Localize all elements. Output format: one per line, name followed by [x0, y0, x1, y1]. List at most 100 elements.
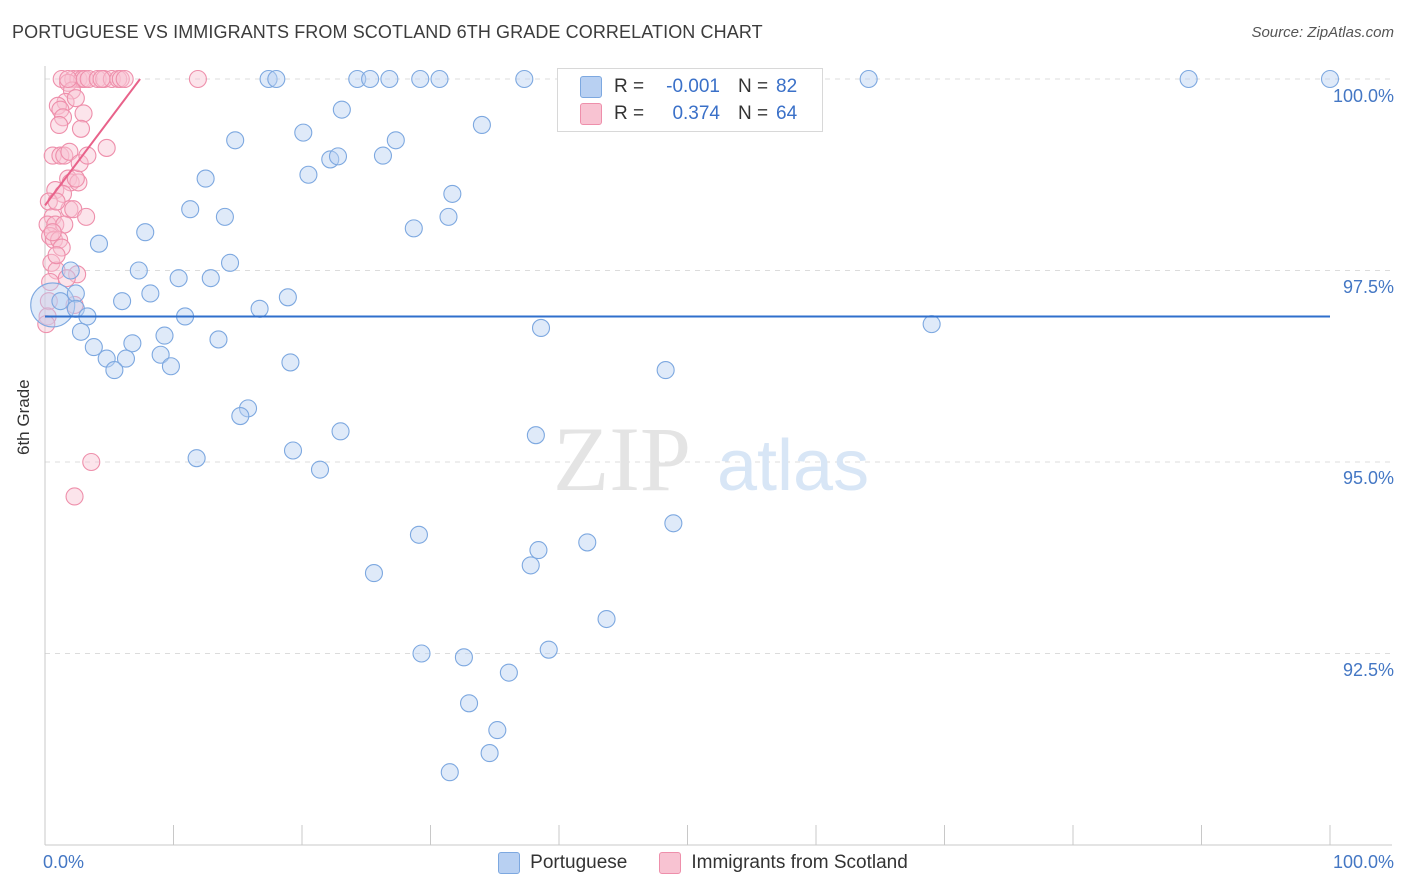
scotland-point [71, 119, 91, 138]
scotland-point [65, 487, 84, 506]
n-value: 82 [776, 76, 798, 97]
portuguese-point [155, 326, 174, 345]
portuguese-point [89, 234, 109, 253]
portuguese-point [411, 69, 430, 89]
portuguese-swatch [498, 852, 521, 874]
portuguese-point [328, 147, 348, 166]
portuguese-point [488, 721, 507, 740]
scotland-point [78, 146, 97, 165]
scotland-point [43, 223, 62, 242]
scotland-point [41, 272, 60, 292]
portuguese-point [361, 69, 380, 89]
portuguese-point [529, 541, 548, 560]
portuguese-point [404, 219, 423, 238]
portuguese-point [439, 207, 458, 226]
scotland-point [77, 207, 96, 226]
legend-item-scotland[interactable]: Immigrants from Scotland [659, 852, 908, 874]
axes [44, 66, 1392, 846]
scotland-points [37, 69, 207, 506]
portuguese-point [459, 694, 479, 713]
scotland-swatch [659, 852, 682, 874]
n-label: N = [738, 76, 769, 97]
x-tick-label-min: 0.0% [43, 852, 85, 872]
scotland-point [92, 69, 111, 89]
portuguese-point [454, 648, 473, 667]
scotland-point [51, 146, 70, 165]
scotland-point [50, 115, 69, 135]
portuguese-point [515, 69, 534, 89]
portuguese-point [281, 353, 300, 372]
legend-row-portuguese: R = -0.001 N = 82 [580, 75, 797, 99]
portuguese-point [151, 345, 170, 364]
portuguese-point [226, 131, 245, 150]
portuguese-point [1320, 69, 1340, 89]
r-label: R = [614, 103, 645, 124]
scotland-point [88, 69, 107, 89]
portuguese-point [61, 261, 80, 280]
y-tick-label: 95.0% [1342, 468, 1394, 488]
correlation-legend: R = -0.001 N = 82 R = 0.374 N = 64 [557, 68, 823, 132]
portuguese-point [597, 609, 616, 629]
y-tick-label: 97.5% [1342, 277, 1394, 297]
scotland-point [47, 192, 66, 211]
portuguese-point [380, 69, 399, 89]
portuguese-point [430, 69, 449, 89]
portuguese-point [373, 146, 393, 165]
gridlines [45, 78, 1392, 654]
watermark-atlas: atlas [717, 426, 869, 506]
portuguese-point [299, 165, 318, 184]
portuguese-point [215, 207, 234, 226]
portuguese-point [656, 361, 675, 380]
legend-row-scotland: R = 0.374 N = 64 [580, 102, 797, 126]
watermark-zip: ZIP [553, 408, 691, 510]
scotland-point [60, 142, 79, 161]
scotland-swatch [580, 103, 602, 125]
portuguese-point [283, 441, 303, 460]
scotland-point [188, 69, 207, 89]
portuguese-point [664, 514, 683, 533]
x-tick-label-max: 100.0% [1332, 852, 1394, 872]
scotland-point [66, 89, 85, 108]
portuguese-points [30, 69, 1340, 782]
portuguese-point [440, 763, 459, 782]
r-value: -0.001 [666, 76, 720, 97]
legend-label: Portuguese [530, 852, 628, 873]
portuguese-point [521, 556, 540, 575]
portuguese-point [310, 460, 330, 479]
trend-lines [44, 78, 1330, 318]
portuguese-point [409, 525, 428, 544]
portuguese-point [196, 169, 215, 188]
portuguese-point [412, 644, 431, 663]
legend-item-portuguese[interactable]: Portuguese [498, 852, 627, 874]
scotland-point [44, 230, 64, 249]
portuguese-point [294, 123, 313, 142]
portuguese-point [51, 292, 70, 311]
portuguese-point [480, 744, 499, 763]
portuguese-point [1179, 69, 1198, 89]
series-legend: Portuguese Immigrants from Scotland [0, 852, 1406, 874]
n-value: 64 [776, 103, 798, 124]
portuguese-point [187, 449, 206, 468]
portuguese-point [250, 299, 269, 318]
portuguese-point [116, 349, 136, 368]
scotland-point [97, 138, 116, 157]
portuguese-point [209, 330, 228, 349]
portuguese-point [267, 69, 286, 89]
chart-title: PORTUGUESE VS IMMIGRANTS FROM SCOTLAND 6… [12, 22, 763, 42]
scotland-point [66, 169, 85, 188]
portuguese-point [578, 533, 597, 552]
portuguese-point [443, 184, 462, 203]
portuguese-point [278, 288, 297, 307]
portuguese-point [136, 223, 155, 242]
portuguese-point [181, 200, 200, 219]
scotland-point [74, 104, 93, 123]
portuguese-point [129, 261, 148, 280]
portuguese-point [66, 284, 85, 303]
portuguese-point [331, 422, 350, 441]
portuguese-point [499, 663, 518, 682]
scotland-point [59, 69, 78, 89]
scotland-point [70, 154, 89, 173]
portuguese-swatch [580, 76, 602, 98]
y-tick-label: 92.5% [1342, 660, 1394, 680]
portuguese-point [539, 640, 558, 659]
